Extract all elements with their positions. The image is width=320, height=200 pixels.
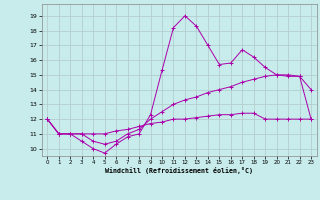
X-axis label: Windchill (Refroidissement éolien,°C): Windchill (Refroidissement éolien,°C) [105,167,253,174]
